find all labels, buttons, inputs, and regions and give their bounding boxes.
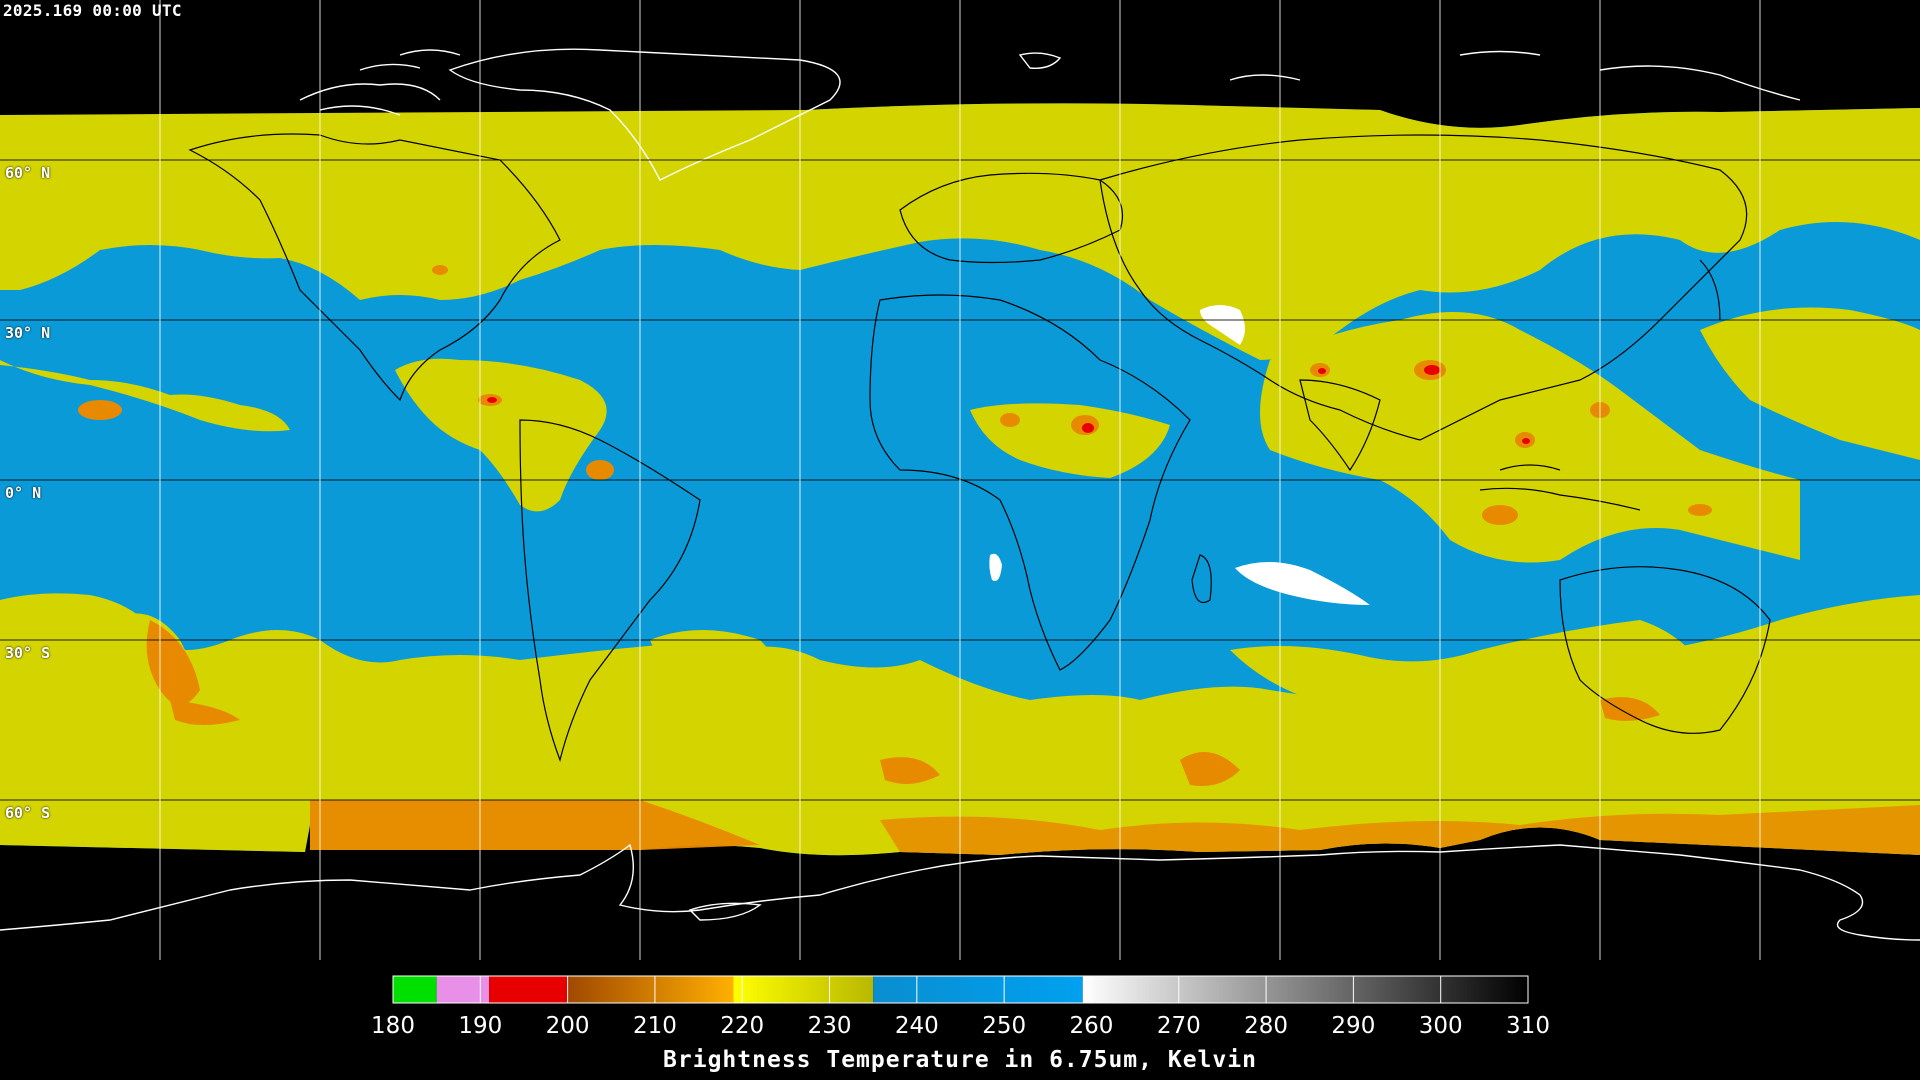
colorbar-tick-label: 190	[458, 1013, 503, 1039]
lat-label-60n: 60° N	[5, 164, 51, 182]
coastlines-polar	[0, 48, 1920, 941]
lat-label-30n: 30° N	[5, 324, 51, 342]
lat-lon-grid	[159, 0, 1761, 960]
colorbar-title: Brightness Temperature in 6.75um, Kelvin	[663, 1047, 1257, 1073]
colorbar-segment	[436, 976, 490, 1003]
colorbar-tick-label: 290	[1331, 1013, 1376, 1039]
colorbar-segment	[489, 976, 568, 1003]
continent-outlines	[188, 133, 1771, 763]
satellite-map	[0, 0, 1920, 960]
colorbar-tick-label: 210	[632, 1013, 677, 1039]
colorbar-tick-label: 240	[894, 1013, 939, 1039]
colorbar-tick-label: 200	[545, 1013, 590, 1039]
colorbar-tick-label: 260	[1069, 1013, 1114, 1039]
lat-label-0n: 0° N	[5, 484, 42, 502]
very-dry-patches	[989, 305, 1370, 605]
deep-convection	[78, 265, 1712, 525]
colorbar-segment	[1082, 976, 1528, 1003]
timestamp-label: 2025.169 00:00 UTC	[3, 1, 182, 20]
colorbar-tick-label: 300	[1418, 1013, 1463, 1039]
colorbar-segment	[873, 976, 1083, 1003]
colorbar-segment	[393, 976, 437, 1003]
colorbar-segment	[567, 976, 734, 1003]
lat-label-30s: 30° S	[5, 644, 51, 662]
colorbar-tick-label: 230	[807, 1013, 852, 1039]
lat-label-60s: 60° S	[5, 804, 51, 822]
colorbar-tick-label: 270	[1156, 1013, 1201, 1039]
colorbar-tick-label: 310	[1506, 1013, 1550, 1039]
colorbar-tick-label: 250	[982, 1013, 1027, 1039]
colorbar-segment	[733, 976, 874, 1003]
cold-cloud-tops	[146, 620, 1920, 855]
colorbar-tick-label: 220	[720, 1013, 765, 1039]
colorbar-tick-label: 180	[371, 1013, 415, 1039]
colorbar-tick-label: 280	[1244, 1013, 1289, 1039]
colorbar	[392, 975, 1529, 1004]
